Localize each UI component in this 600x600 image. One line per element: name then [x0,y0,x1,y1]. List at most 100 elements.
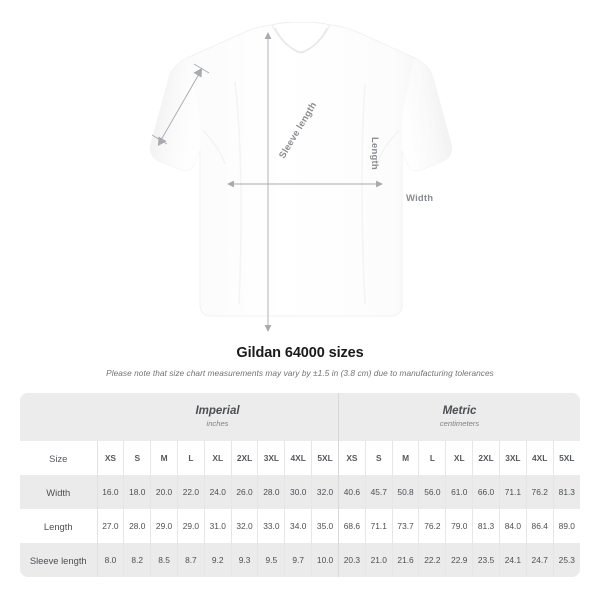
cell-length-metric-4xl: 86.4 [526,509,554,543]
cell-sleeve-length-imperial-l: 8.7 [177,543,205,577]
cell-width-imperial-xs: 16.0 [97,475,125,509]
cell-sleeve-length-imperial-3xl: 9.5 [257,543,286,577]
cell-width-metric-xl: 61.0 [445,475,474,509]
cell-sleeve-length-metric-4xl: 24.7 [526,543,554,577]
cell-length-imperial-3xl: 33.0 [257,509,286,543]
size-column-header-imperial-xs: XS [97,441,125,475]
row-label-width: Width [20,475,98,509]
cell-length-metric-5xl: 89.0 [553,509,580,543]
cell-width-imperial-l: 22.0 [177,475,205,509]
unit-group-imperial: Imperial inches [97,393,339,441]
cell-length-imperial-4xl: 34.0 [284,509,313,543]
size-column-header-imperial-xl: XL [204,441,232,475]
cell-length-metric-xl: 79.0 [445,509,474,543]
size-column-header-imperial-s: S [123,441,152,475]
table-row: Length 27.0 28.0 29.0 29.0 31.0 32.0 33.0 34.0 35… [20,509,580,543]
cell-width-metric-4xl: 76.2 [526,475,554,509]
cell-length-imperial-xs: 27.0 [97,509,125,543]
size-column-header-metric-xl: XL [445,441,474,475]
size-column-header-metric-xs: XS [338,441,366,475]
tshirt-illustration [149,22,453,332]
cell-width-metric-5xl: 81.3 [553,475,580,509]
cell-length-metric-s: 71.1 [365,509,393,543]
size-header-row-label: Size [20,441,98,475]
size-column-header-imperial-5xl: 5XL [311,441,339,475]
unit-sub-imperial: inches [206,419,229,429]
cell-length-imperial-xl: 31.0 [204,509,232,543]
unit-header-row: Imperial inches Metric centimeters [20,393,580,441]
cell-sleeve-length-imperial-s: 8.2 [123,543,152,577]
width-measure-arrow [227,180,383,188]
size-column-header-metric-m: M [392,441,420,475]
size-column-header-imperial-2xl: 2XL [231,441,259,475]
cell-width-imperial-xl: 24.0 [204,475,232,509]
cell-sleeve-length-metric-2xl: 23.5 [472,543,500,577]
tshirt-image: Width Length Sleeve length [125,22,475,334]
cell-sleeve-length-metric-l: 22.2 [418,543,447,577]
cell-sleeve-length-imperial-xl: 9.2 [204,543,232,577]
size-chart-table: Imperial inches Metric centimeters Size X… [20,393,580,577]
cell-length-imperial-l: 29.0 [177,509,205,543]
size-chart-card: Imperial inches Metric centimeters Size X… [20,393,580,577]
cell-sleeve-length-metric-xl: 22.9 [445,543,474,577]
cell-width-imperial-m: 20.0 [150,475,178,509]
cell-length-metric-xs: 68.6 [338,509,366,543]
cell-width-metric-s: 45.7 [365,475,393,509]
cell-length-metric-2xl: 81.3 [472,509,500,543]
unit-name-metric: Metric [442,405,477,418]
cell-sleeve-length-metric-xs: 20.3 [338,543,366,577]
size-column-header-metric-5xl: 5XL [553,441,580,475]
size-column-header-metric-4xl: 4XL [526,441,554,475]
size-column-header-metric-s: S [365,441,393,475]
cell-width-imperial-s: 18.0 [123,475,152,509]
cell-sleeve-length-imperial-xs: 8.0 [97,543,125,577]
tolerance-note: Please note that size chart measurements… [106,368,494,378]
length-measure-label: Length [369,137,380,170]
unit-name-imperial: Imperial [195,405,240,418]
cell-sleeve-length-imperial-2xl: 9.3 [231,543,259,577]
cell-width-imperial-4xl: 30.0 [284,475,313,509]
table-row: Width 16.0 18.0 20.0 22.0 24.0 26.0 28.0 30.0 32.… [20,475,580,509]
title-block: Gildan 64000 sizes Please note that size… [0,345,600,378]
shirt-body [149,22,453,317]
size-column-header-imperial-m: M [150,441,178,475]
cell-width-imperial-5xl: 32.0 [311,475,339,509]
unit-sub-metric: centimeters [439,419,480,429]
cell-width-metric-2xl: 66.0 [472,475,500,509]
cell-width-metric-xs: 40.6 [338,475,366,509]
size-column-header-metric-l: L [418,441,447,475]
row-label-sleeve-length: Sleeve length [20,543,98,577]
size-column-header-imperial-4xl: 4XL [284,441,313,475]
table-row: Sleeve length 8.0 8.2 8.5 8.7 9.2 9.3 9.5 9.7 10.… [20,543,580,577]
cell-sleeve-length-imperial-4xl: 9.7 [284,543,313,577]
unit-header-spacer [20,393,97,441]
cell-sleeve-length-metric-3xl: 24.1 [499,543,527,577]
size-column-header-metric-2xl: 2XL [472,441,500,475]
unit-group-metric: Metric centimeters [338,393,580,441]
sleeve-measure-arrow [151,63,210,146]
size-column-header-metric-3xl: 3XL [499,441,527,475]
cell-width-metric-m: 50.8 [392,475,420,509]
cell-sleeve-length-metric-s: 21.0 [365,543,393,577]
cell-length-imperial-m: 29.0 [150,509,178,543]
cell-length-metric-l: 76.2 [418,509,447,543]
cell-sleeve-length-imperial-m: 8.5 [150,543,178,577]
cell-width-metric-l: 56.0 [418,475,447,509]
cell-sleeve-length-metric-5xl: 25.3 [553,543,580,577]
length-measure-arrow [264,32,272,332]
cell-width-imperial-2xl: 26.0 [231,475,259,509]
cell-width-imperial-3xl: 28.0 [257,475,286,509]
size-column-header-imperial-l: L [177,441,205,475]
cell-width-metric-3xl: 71.1 [499,475,527,509]
width-measure-label: Width [406,193,434,204]
cell-length-imperial-5xl: 35.0 [311,509,339,543]
cell-length-metric-m: 73.7 [392,509,420,543]
cell-length-imperial-s: 28.0 [123,509,152,543]
cell-sleeve-length-metric-m: 21.6 [392,543,420,577]
row-label-length: Length [20,509,98,543]
cell-length-metric-3xl: 84.0 [499,509,527,543]
size-column-header-imperial-3xl: 3XL [257,441,286,475]
product-illustration: Width Length Sleeve length [125,22,475,334]
page-title: Gildan 64000 sizes [236,345,364,361]
cell-sleeve-length-imperial-5xl: 10.0 [311,543,339,577]
